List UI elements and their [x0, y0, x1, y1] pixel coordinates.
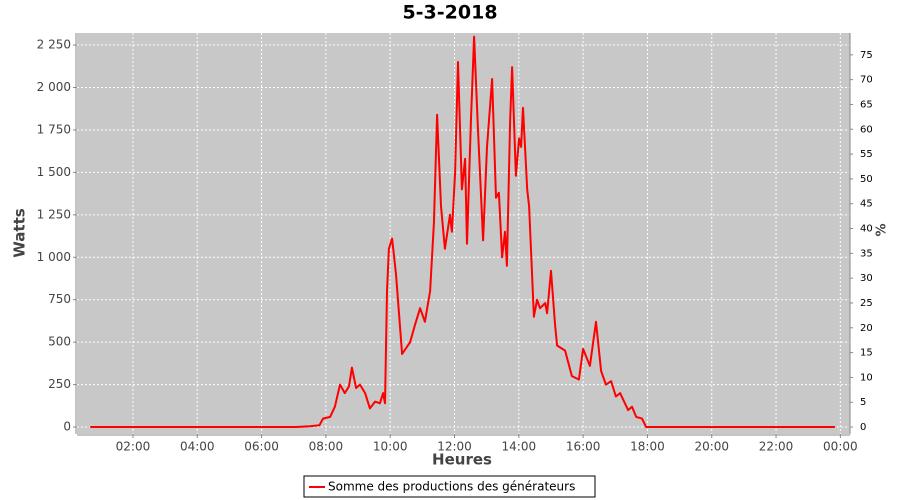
y2-tick-label: 5 [860, 397, 866, 408]
x-tick-label: 20:00 [694, 440, 729, 454]
y-tick-label: 1 250 [37, 207, 71, 221]
x-tick-label: 06:00 [244, 440, 279, 454]
y2-tick-label: 60 [860, 124, 873, 135]
y2-axis-label: % [875, 223, 890, 236]
plot-area [77, 33, 850, 434]
x-tick-label: 18:00 [630, 440, 665, 454]
legend-box [303, 475, 596, 498]
y2-tick-label: 75 [860, 50, 873, 61]
y-tick-label: 1 000 [37, 250, 71, 264]
y-tick-label: 750 [48, 292, 71, 306]
chart-title: 5-3-2018 [402, 2, 497, 24]
x-tick-label: 14:00 [502, 440, 537, 454]
y2-tick-label: 65 [860, 99, 873, 110]
x-tick-label: 04:00 [180, 440, 215, 454]
x-tick-label: 00:00 [823, 440, 858, 454]
y2-tick-label: 40 [860, 224, 873, 235]
x-axis-label: Heures [432, 451, 492, 469]
y-tick-label: 2 000 [37, 80, 71, 94]
y2-tick-label: 0 [860, 422, 866, 433]
legend: Somme des productions des générateurs [303, 475, 596, 498]
y-tick-label: 0 [63, 420, 71, 434]
legend-label: Somme des productions des générateurs [328, 480, 575, 494]
x-tick-label: 10:00 [373, 440, 408, 454]
y2-tick-label: 50 [860, 174, 873, 185]
y2-tick-label: 45 [860, 199, 873, 210]
y-axis-label: Watts [11, 208, 29, 257]
y2-tick-label: 35 [860, 248, 873, 259]
y2-tick-label: 25 [860, 298, 873, 309]
y2-tick-label: 10 [860, 372, 873, 383]
y-tick-label: 2 250 [37, 38, 71, 52]
x-tick-label: 08:00 [309, 440, 344, 454]
x-tick-label: 22:00 [759, 440, 794, 454]
x-tick-label: 02:00 [116, 440, 151, 454]
y2-tick-label: 55 [860, 149, 873, 160]
x-tick-label: 16:00 [566, 440, 601, 454]
y-tick-label: 250 [48, 377, 71, 391]
y2-tick-label: 20 [860, 323, 873, 334]
y2-tick-label: 30 [860, 273, 873, 284]
y-tick-label: 500 [48, 335, 71, 349]
x-tick-label: 12:00 [437, 440, 472, 454]
y-tick-label: 1 750 [37, 122, 71, 136]
y2-tick-label: 70 [860, 75, 873, 86]
series-line [90, 35, 835, 428]
y-tick-label: 1 500 [37, 165, 71, 179]
y2-tick-label: 15 [860, 348, 873, 359]
